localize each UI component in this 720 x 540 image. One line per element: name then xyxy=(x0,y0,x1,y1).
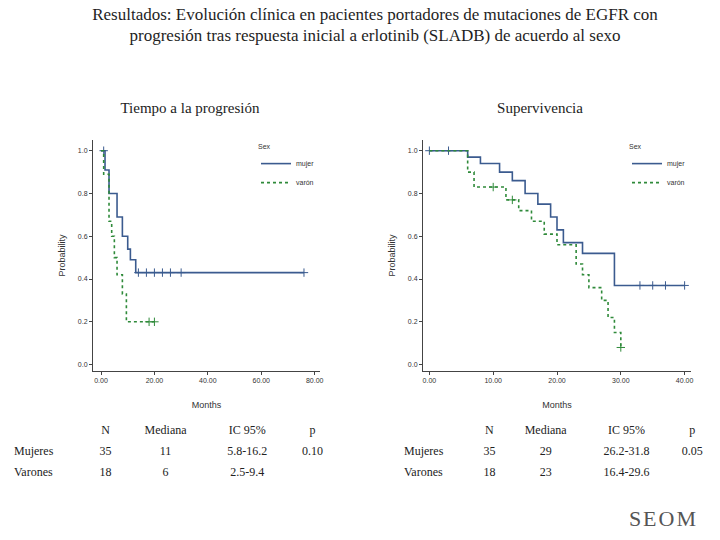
html-text:Varones: Varones xyxy=(404,465,443,479)
svg-text:Supervivencia: Supervivencia xyxy=(497,100,583,116)
svg-text:Months: Months xyxy=(542,400,572,410)
svg-text:30.00: 30.00 xyxy=(612,377,630,384)
html-text:N: N xyxy=(101,423,110,437)
svg-text:0.0: 0.0 xyxy=(78,361,88,368)
html-text:11: 11 xyxy=(159,444,172,458)
html-text:16.4-29.6: 16.4-29.6 xyxy=(603,465,650,479)
svg-text:0.6: 0.6 xyxy=(78,233,88,240)
html-text:N: N xyxy=(485,423,494,437)
svg-text:0.2: 0.2 xyxy=(78,318,88,325)
html-text:Varones: Varones xyxy=(14,465,53,479)
svg-text:Probability: Probability xyxy=(387,234,397,277)
svg-text:0.6: 0.6 xyxy=(408,233,418,240)
html-text:p: p xyxy=(689,423,696,437)
svg-text:varón: varón xyxy=(296,179,314,186)
html-text:0.05: 0.05 xyxy=(681,444,703,458)
html-text:Mediana: Mediana xyxy=(144,423,187,437)
svg-text:20.00: 20.00 xyxy=(146,377,164,384)
html-text:p: p xyxy=(309,423,316,437)
svg-text:Sex: Sex xyxy=(258,143,271,150)
html-text:5.8-16.2: 5.8-16.2 xyxy=(227,444,268,458)
svg-text:0.2: 0.2 xyxy=(408,318,418,325)
svg-text:0.4: 0.4 xyxy=(408,275,418,282)
svg-text:0.00: 0.00 xyxy=(423,377,437,384)
svg-text:20.00: 20.00 xyxy=(548,377,566,384)
svg-text:0.8: 0.8 xyxy=(78,190,88,197)
svg-text:60.00: 60.00 xyxy=(252,377,270,384)
svg-text:40.00: 40.00 xyxy=(199,377,217,384)
html-text:Mediana: Mediana xyxy=(524,423,567,437)
svg-text:80.00: 80.00 xyxy=(306,377,324,384)
html-text:35: 35 xyxy=(99,444,112,458)
svg-text:1.0: 1.0 xyxy=(408,147,418,154)
svg-text:0.8: 0.8 xyxy=(408,190,418,197)
svg-text:0.0: 0.0 xyxy=(408,361,418,368)
svg-text:varón: varón xyxy=(667,179,685,186)
html-text:Resultados: Evolución clínica: Resultados: Evolución clínica en pacient… xyxy=(92,5,658,45)
html-text:18: 18 xyxy=(99,465,112,479)
svg-text:1.0: 1.0 xyxy=(78,147,88,154)
html-text:18: 18 xyxy=(483,465,496,479)
html-text:IC 95%: IC 95% xyxy=(608,423,645,437)
svg-text:40.00: 40.00 xyxy=(676,377,694,384)
svg-text:mujer: mujer xyxy=(296,160,314,168)
html-text:Mujeres: Mujeres xyxy=(404,444,444,458)
html-text:6: 6 xyxy=(162,465,169,479)
html-text:29: 29 xyxy=(539,444,552,458)
html-text:IC 95%: IC 95% xyxy=(228,423,266,437)
svg-text:10.00: 10.00 xyxy=(484,377,502,384)
svg-text:Sex: Sex xyxy=(629,143,642,150)
svg-text:0.00: 0.00 xyxy=(94,377,108,384)
html-text:23: 23 xyxy=(539,465,552,479)
html-text:35: 35 xyxy=(483,444,496,458)
svg-text:Tiempo a la progresión: Tiempo a la progresión xyxy=(120,100,260,116)
html-text:26.2-31.8: 26.2-31.8 xyxy=(603,444,650,458)
html-text:SEOM: SEOM xyxy=(628,506,698,531)
html-text:0.10: 0.10 xyxy=(302,444,324,458)
svg-text:0.4: 0.4 xyxy=(78,275,88,282)
html-text:Mujeres: Mujeres xyxy=(14,444,54,458)
svg-text:Months: Months xyxy=(192,400,222,410)
html-text:2.5-9.4: 2.5-9.4 xyxy=(230,465,265,479)
svg-text:mujer: mujer xyxy=(667,160,685,168)
svg-text:Probability: Probability xyxy=(57,234,67,277)
